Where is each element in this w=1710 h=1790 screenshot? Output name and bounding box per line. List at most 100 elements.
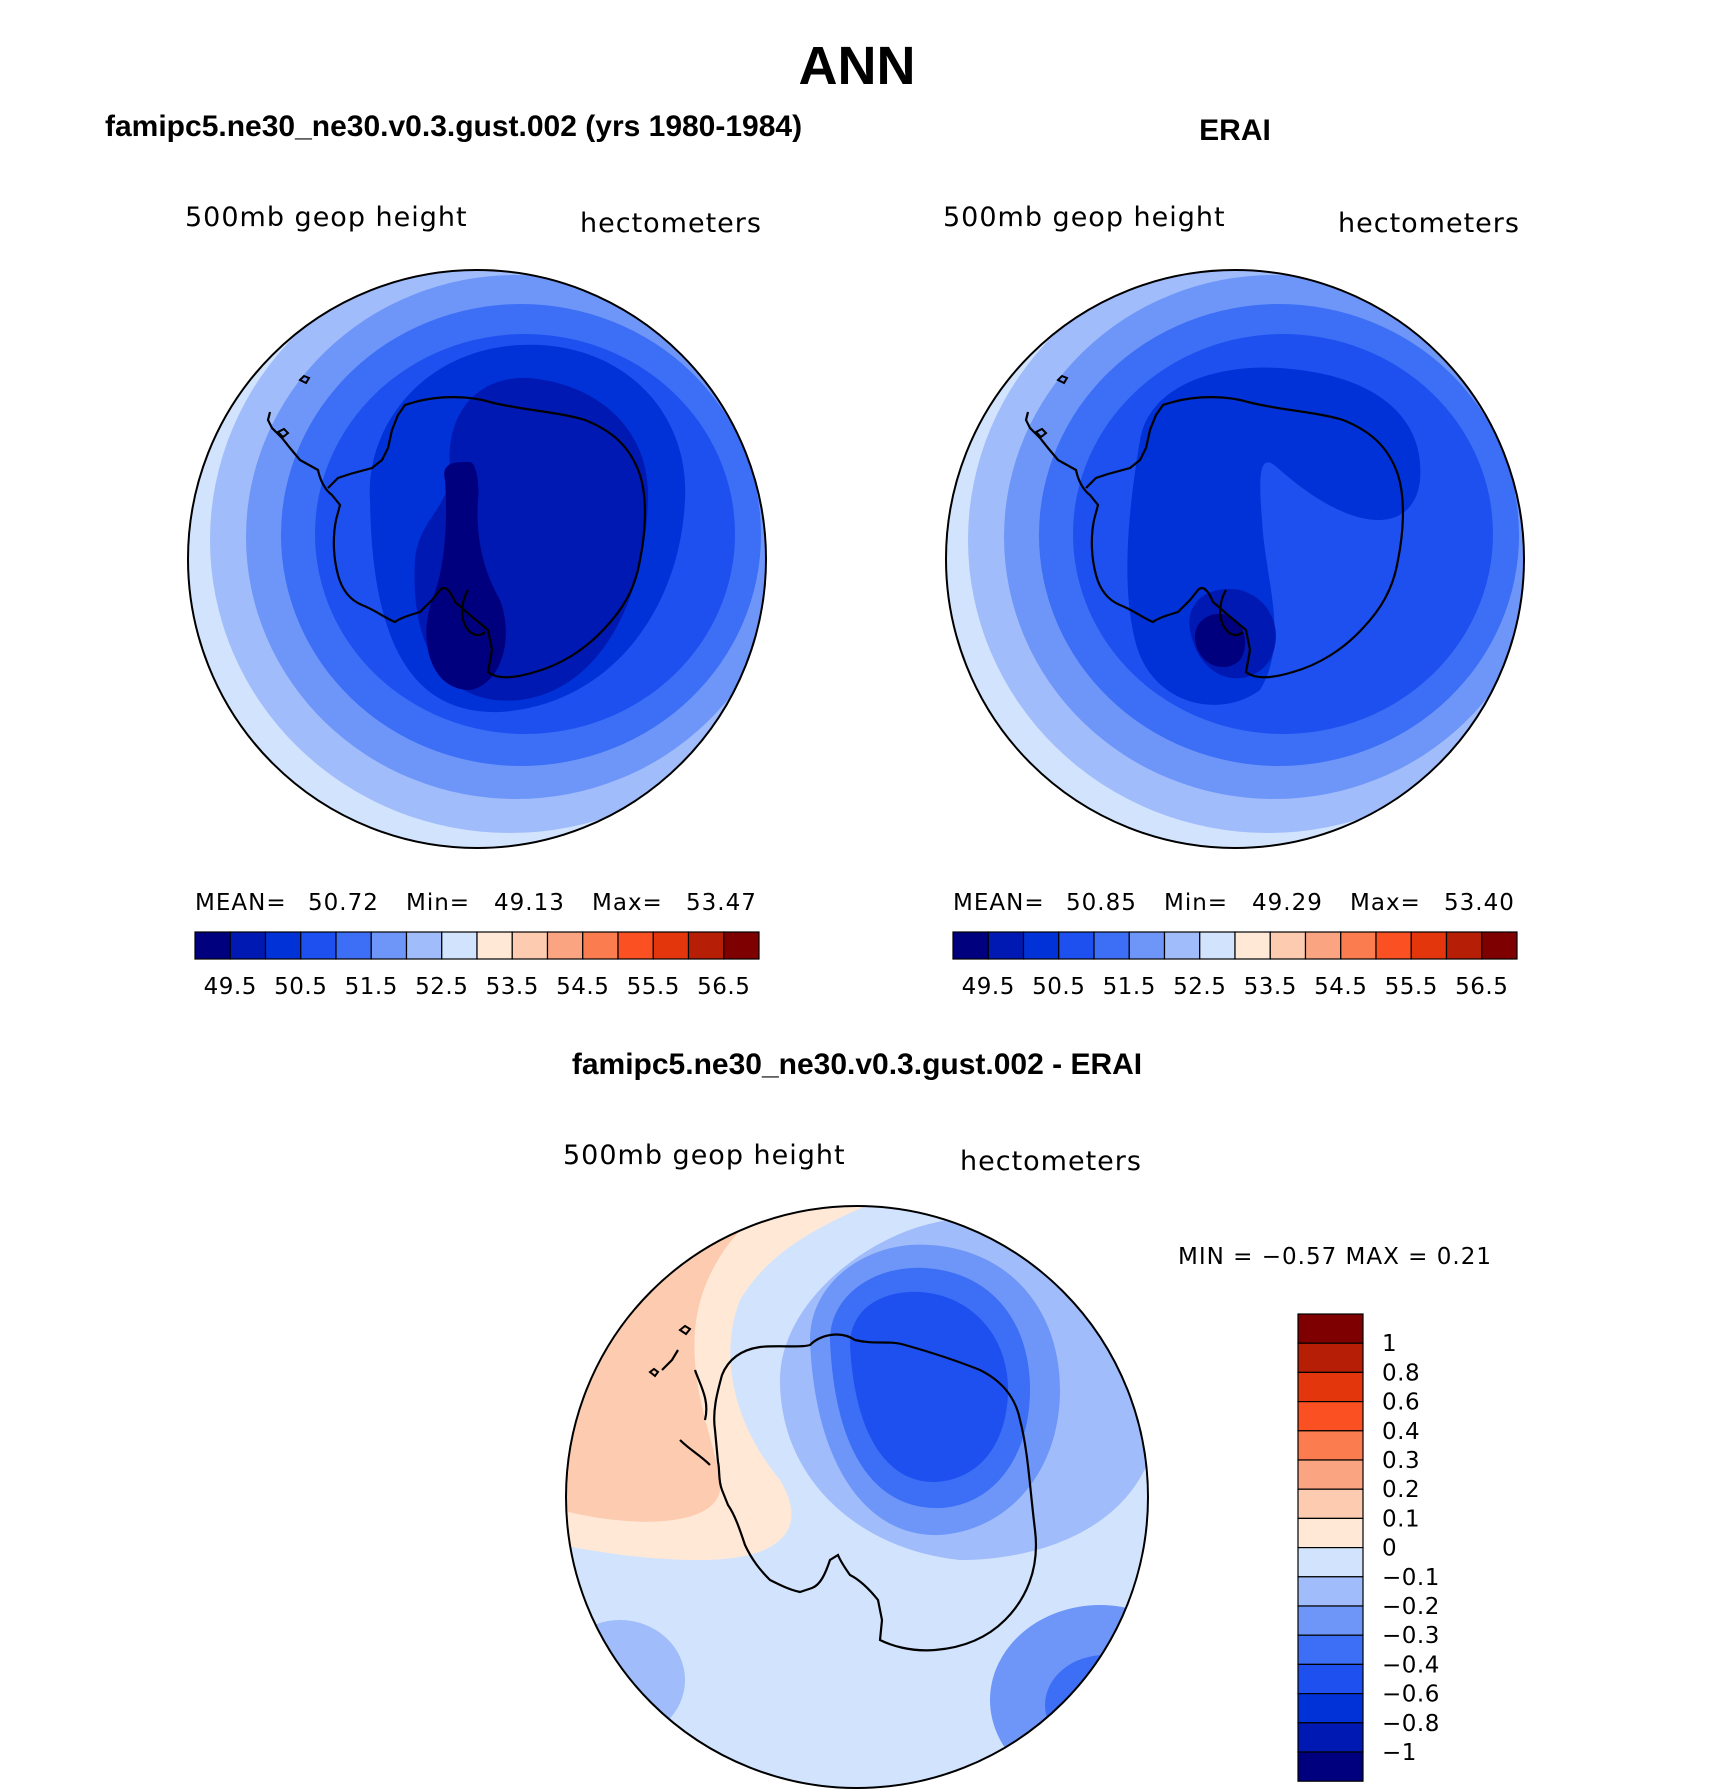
panel-obs-colorbar-box	[1269, 931, 1307, 960]
panel-model-colorbar-box	[405, 931, 443, 960]
panel-diff-contour-neg-0-4	[850, 1291, 1009, 1483]
panel-model-colorbar-tick-label: 54.5	[556, 974, 609, 1000]
panel-model-contour-blob	[580, 481, 610, 504]
panel-diff-coastline	[661, 1333, 1037, 1652]
panel-model-colorbar: 49.5 50.5 51.5 52.5 53.5 54.5 55.5 56.5	[194, 931, 760, 1000]
panel-model-mean-label: MEAN=	[195, 890, 287, 916]
panel-model-colorbar-box	[617, 931, 654, 960]
panel-diff-colorbar-tick-label: 1	[1382, 1331, 1397, 1357]
panel-diff-colorbar-tick-label: 0.3	[1382, 1448, 1420, 1474]
panel-obs-colorbar-box	[1163, 931, 1201, 960]
panel-obs-max: 53.40	[1444, 890, 1515, 916]
panel-diff-units-label: hectometers	[960, 1146, 1142, 1177]
panel-diff-colorbar-tick-label: −0.4	[1382, 1652, 1440, 1678]
panel-model-colorbar-box	[370, 931, 408, 960]
panel-obs-units-label: hectometers	[1338, 208, 1520, 239]
panel-obs-map	[946, 270, 1524, 848]
panel-diff-colorbar-box	[1297, 1605, 1364, 1636]
panel-diff-colorbar-box	[1297, 1342, 1364, 1373]
panel-diff-colorbar-box	[1297, 1459, 1364, 1490]
panel-obs-colorbar-box	[1128, 931, 1166, 960]
panel-model-colorbar-box	[546, 931, 584, 960]
panel-model-colorbar-tick-label: 49.5	[204, 974, 257, 1000]
panel-obs-colorbar-box	[952, 931, 989, 960]
panel-model-colorbar-tick-label: 51.5	[345, 974, 398, 1000]
panel-obs-colorbar-tick-label: 53.5	[1244, 974, 1297, 1000]
panel-diff-colorbar-box	[1297, 1634, 1364, 1665]
panel-model-colorbar-tick-label: 52.5	[415, 974, 468, 1000]
panel-diff-colorbar-box	[1297, 1663, 1364, 1695]
panel-diff-colorbar-box	[1297, 1400, 1364, 1432]
panel-obs-colorbar-box	[1093, 931, 1130, 960]
panel-model: 500mb geop height hectometers MEAN= 50.7…	[185, 202, 767, 1000]
panel-obs-max-label: Max=	[1350, 890, 1421, 916]
panel-model-colorbar-box	[441, 931, 478, 960]
panel-model-min-label: Min=	[406, 890, 470, 916]
panel-model-variable-label: 500mb geop height	[185, 202, 468, 233]
panel-obs-colorbar-box	[1375, 931, 1412, 960]
panel-model-min: 49.13	[494, 890, 565, 916]
panel-diff-contour-sw	[566, 1620, 685, 1740]
panel-model-max: 53.47	[686, 890, 757, 916]
panel-diff-colorbar-tick-label: 0.1	[1382, 1506, 1420, 1532]
panel-diff-colorbar-tick-label: −0.3	[1382, 1623, 1440, 1649]
island-coastline	[1034, 427, 1048, 439]
panel-obs-colorbar-box	[1445, 931, 1483, 960]
panel-diff-colorbar-tick-label: 0.4	[1382, 1419, 1420, 1445]
panel-obs-mean-label: MEAN=	[953, 890, 1045, 916]
panel-obs-colorbar-tick-label: 56.5	[1455, 974, 1508, 1000]
panel-obs-colorbar-tick-label: 55.5	[1385, 974, 1438, 1000]
panel-model-mean: 50.72	[308, 890, 379, 916]
panel-diff-colorbar-tick-label: −1	[1382, 1740, 1417, 1766]
panel-obs-coastline	[1024, 396, 1404, 679]
panel-diff-colorbar-box	[1297, 1371, 1364, 1403]
panel-diff-colorbar-box	[1297, 1692, 1364, 1724]
panel-diff-variable-label: 500mb geop height	[563, 1140, 846, 1171]
panel-obs-colorbar-box	[987, 931, 1025, 960]
panel-model-colorbar-box	[476, 931, 513, 960]
island-coastline	[298, 374, 311, 385]
island-coastline	[276, 427, 290, 439]
panel-model-colorbar-tick-label: 56.5	[697, 974, 750, 1000]
panel-diff-map-border	[565, 1205, 1149, 1789]
panel-diff-colorbar-box	[1297, 1576, 1364, 1607]
panel-obs-colorbar-tick-label: 50.5	[1032, 974, 1085, 1000]
panel-model-colorbar-box	[335, 931, 372, 960]
panel-obs-colorbar-box	[1304, 931, 1342, 960]
panel-diff-colorbar-box	[1297, 1313, 1364, 1344]
panel-obs-min: 49.29	[1252, 890, 1323, 916]
panel-diff-minmax: MIN = −0.57 MAX = 0.21	[1178, 1244, 1492, 1270]
panel-obs-title: ERAI	[1199, 114, 1271, 147]
panel-obs-mean: 50.85	[1066, 890, 1137, 916]
panel-model-map-border	[187, 269, 767, 849]
panel-model-title: famipc5.ne30_ne30.v0.3.gust.002 (yrs 198…	[105, 110, 802, 143]
panel-diff-contour-se	[990, 1605, 1148, 1788]
panel-diff-colorbar-box	[1297, 1722, 1364, 1753]
panel-diff-colorbar-box	[1297, 1517, 1364, 1549]
panel-obs-min-label: Min=	[1164, 890, 1228, 916]
panel-model-colorbar-box	[229, 931, 267, 960]
panel-obs-colorbar-box	[1022, 931, 1060, 960]
panel-obs: 500mb geop height hectometers MEAN= 50.8…	[943, 202, 1525, 1000]
panel-obs-colorbar-box	[1234, 931, 1271, 960]
panel-diff: 500mb geop height hectometers MIN = −0.5…	[563, 1140, 1492, 1789]
panel-obs-colorbar-box	[1058, 931, 1095, 960]
panel-diff-title: famipc5.ne30_ne30.v0.3.gust.002 - ERAI	[572, 1048, 1142, 1081]
panel-model-contour-49	[426, 461, 506, 690]
panel-diff-colorbar-box	[1297, 1488, 1364, 1519]
panel-obs-colorbar: 49.5 50.5 51.5 52.5 53.5 54.5 55.5 56.5	[952, 931, 1518, 1000]
panel-obs-contour-49	[1194, 613, 1246, 668]
panel-model-colorbar-tick-label: 53.5	[486, 974, 539, 1000]
panel-model-colorbar-box	[194, 931, 231, 960]
panel-diff-contour-se-inner	[1045, 1655, 1148, 1755]
panel-diff-colorbar-tick-label: 0.8	[1382, 1360, 1420, 1386]
panel-model-map	[188, 270, 766, 848]
panel-model-colorbar-box	[652, 931, 690, 960]
panel-model-colorbar-box	[723, 931, 760, 960]
panel-diff-colorbar-box	[1297, 1430, 1364, 1461]
panel-diff-colorbar-tick-label: 0.6	[1382, 1390, 1420, 1416]
panel-diff-colorbar-box	[1297, 1546, 1364, 1578]
panel-diff-colorbar-tick-label: −0.6	[1382, 1682, 1440, 1708]
island-coastline	[1056, 374, 1069, 385]
panel-model-colorbar-box	[511, 931, 549, 960]
